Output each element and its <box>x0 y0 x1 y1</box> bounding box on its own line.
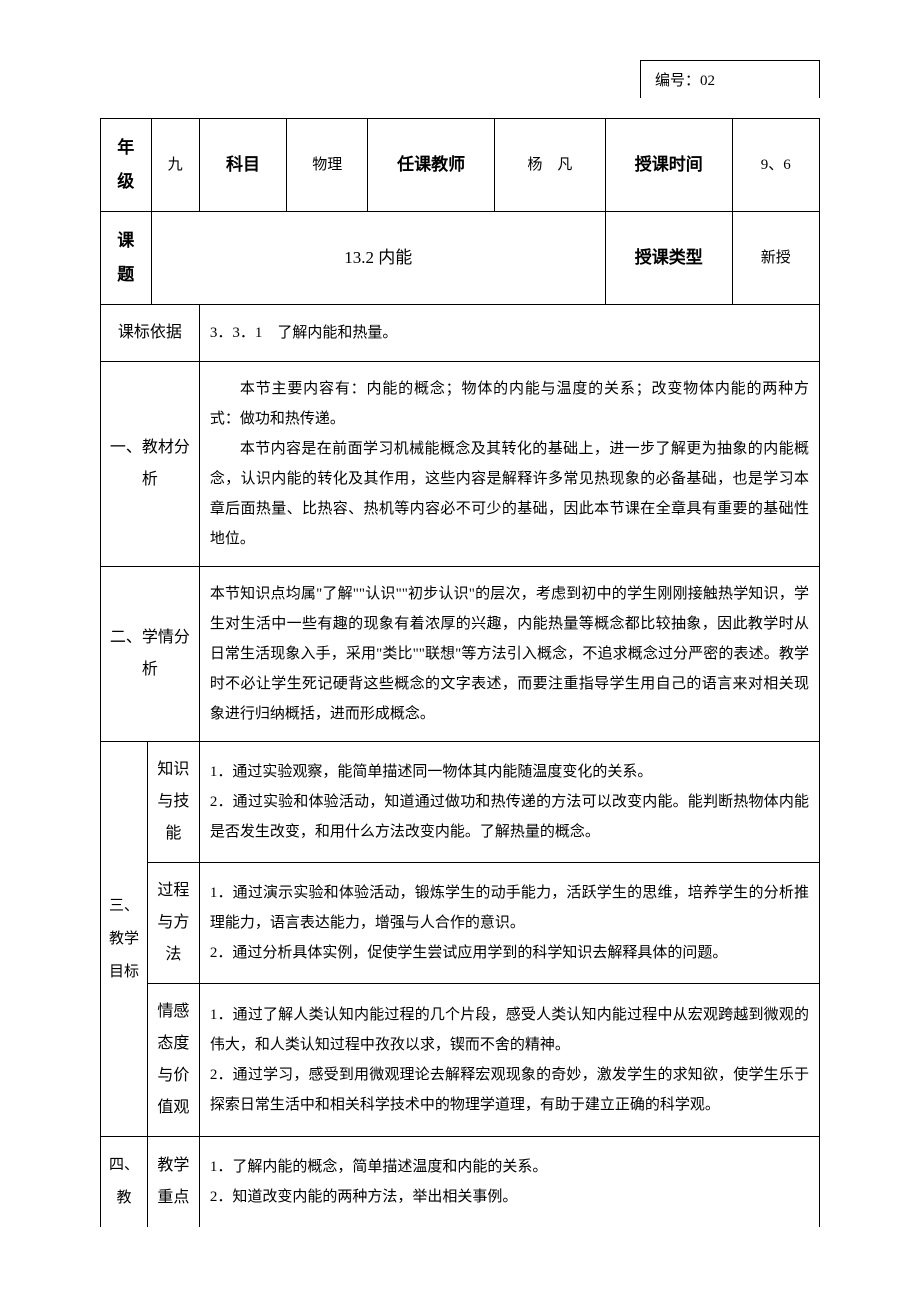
doc-number-box: 编号：02 <box>640 60 820 98</box>
type-label: 授课类型 <box>605 212 732 305</box>
teacher-label: 任课教师 <box>368 119 495 212</box>
type-value: 新授 <box>732 212 819 305</box>
attitude-label: 情感态度与价值观 <box>148 984 200 1137</box>
material-p2: 本节内容是在前面学习机械能概念及其转化的基础上，进一步了解更为抽象的内能概念，认… <box>210 434 809 554</box>
standard-label: 课标依据 <box>101 305 200 362</box>
time-value: 9、6 <box>732 119 819 212</box>
standard-row: 课标依据 3．3．1 了解内能和热量。 <box>101 305 820 362</box>
topic-label: 课题 <box>101 212 152 305</box>
grade-label: 年级 <box>101 119 152 212</box>
focus-content: 1．了解内能的概念，简单描述温度和内能的关系。2．知道改变内能的两种方法，举出相… <box>199 1137 819 1228</box>
knowledge-content: 1．通过实验观察，能简单描述同一物体其内能随温度变化的关系。2．通过实验和体验活… <box>199 742 819 863</box>
objectives-main-label: 三、教学目标 <box>101 742 148 1137</box>
subject-label: 科目 <box>199 119 286 212</box>
keypoints-main-label: 四、教 <box>101 1137 148 1228</box>
learner-row: 二、学情分析 本节知识点均属"了解""认识""初步认识"的层次，考虑到初中的学生… <box>101 567 820 742</box>
learner-content: 本节知识点均属"了解""认识""初步认识"的层次，考虑到初中的学生刚刚接触热学知… <box>199 567 819 742</box>
focus-label: 教学重点 <box>148 1137 200 1228</box>
time-label: 授课时间 <box>605 119 732 212</box>
topic-value: 13.2 内能 <box>151 212 605 305</box>
material-p1: 本节主要内容有：内能的概念；物体的内能与温度的关系；改变物体内能的两种方式：做功… <box>210 374 809 434</box>
attitude-row: 情感态度与价值观 1．通过了解人类认知内能过程的几个片段，感受人类认知内能过程中… <box>101 984 820 1137</box>
subject-value: 物理 <box>287 119 368 212</box>
grade-value: 九 <box>151 119 199 212</box>
knowledge-row: 三、教学目标 知识与技能 1．通过实验观察，能简单描述同一物体其内能随温度变化的… <box>101 742 820 863</box>
process-label: 过程与方法 <box>148 863 200 984</box>
focus-row: 四、教 教学重点 1．了解内能的概念，简单描述温度和内能的关系。2．知道改变内能… <box>101 1137 820 1228</box>
process-row: 过程与方法 1．通过演示实验和体验活动，锻炼学生的动手能力，活跃学生的思维，培养… <box>101 863 820 984</box>
header-row-1: 年级 九 科目 物理 任课教师 杨 凡 授课时间 9、6 <box>101 119 820 212</box>
material-row: 一、教材分析 本节主要内容有：内能的概念；物体的内能与温度的关系；改变物体内能的… <box>101 362 820 567</box>
attitude-content: 1．通过了解人类认知内能过程的几个片段，感受人类认知内能过程中从宏观跨越到微观的… <box>199 984 819 1137</box>
lesson-plan-table: 年级 九 科目 物理 任课教师 杨 凡 授课时间 9、6 课题 13.2 内能 … <box>100 118 820 1227</box>
doc-number: 编号：02 <box>655 73 715 89</box>
header-row-2: 课题 13.2 内能 授课类型 新授 <box>101 212 820 305</box>
material-label: 一、教材分析 <box>101 362 200 567</box>
process-content: 1．通过演示实验和体验活动，锻炼学生的动手能力，活跃学生的思维，培养学生的分析推… <box>199 863 819 984</box>
material-content: 本节主要内容有：内能的概念；物体的内能与温度的关系；改变物体内能的两种方式：做功… <box>199 362 819 567</box>
knowledge-label: 知识与技能 <box>148 742 200 863</box>
teacher-value: 杨 凡 <box>494 119 605 212</box>
learner-label: 二、学情分析 <box>101 567 200 742</box>
standard-content: 3．3．1 了解内能和热量。 <box>199 305 819 362</box>
